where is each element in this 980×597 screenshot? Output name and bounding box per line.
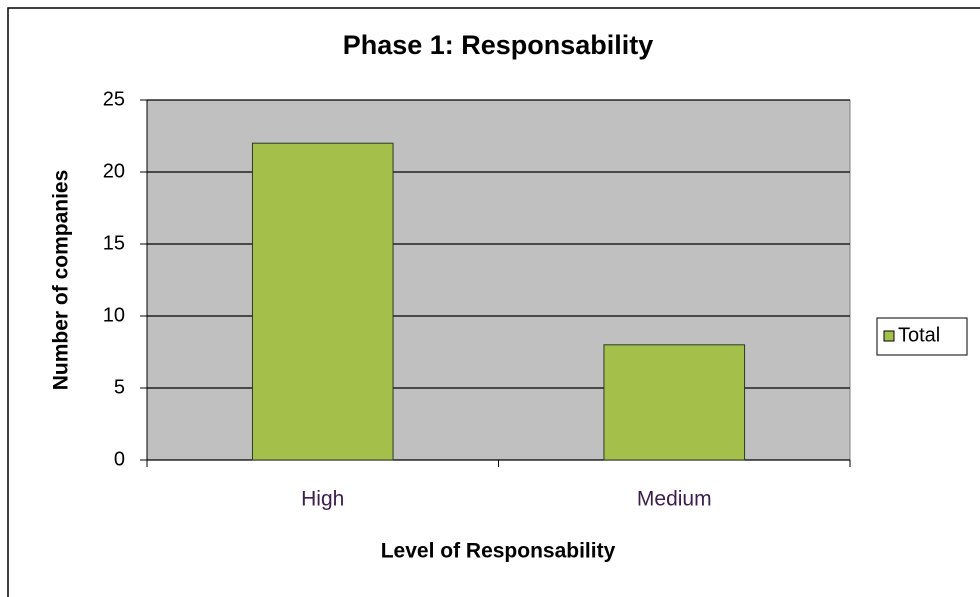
y-axis-label: Number of companies: [50, 170, 73, 391]
bar: [251, 142, 394, 461]
legend-label: Total: [898, 324, 940, 346]
y-tick-label: 20: [103, 160, 125, 182]
y-tick-label: 25: [103, 88, 125, 110]
x-axis-label: Level of Responsability: [381, 540, 616, 563]
chart-title: Phase 1: Responsability: [343, 30, 654, 60]
y-tick-label: 0: [114, 448, 125, 470]
x-tick-label: Medium: [637, 488, 712, 511]
x-tick-label: High: [301, 488, 344, 511]
bar: [603, 344, 746, 461]
y-tick-label: 15: [103, 232, 125, 254]
legend-swatch: [883, 330, 895, 342]
y-tick-label: 10: [103, 304, 125, 326]
y-tick-label: 5: [114, 376, 125, 398]
